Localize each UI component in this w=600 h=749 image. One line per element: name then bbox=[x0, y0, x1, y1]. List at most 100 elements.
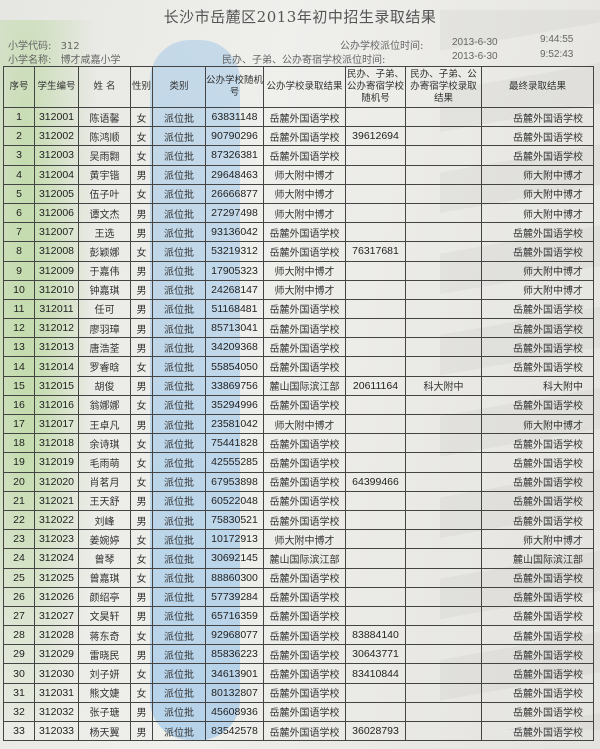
cell-student-id: 312015 bbox=[34, 375, 79, 396]
cell-public-random: 42555285 bbox=[205, 452, 264, 473]
cell-category: 派位批 bbox=[152, 164, 206, 185]
cell-category: 派位批 bbox=[152, 202, 206, 224]
cell-private-random bbox=[345, 318, 406, 339]
cell-student-id: 312026 bbox=[34, 586, 79, 607]
cell-category: 派位批 bbox=[152, 183, 206, 204]
cell-public-result: 师大附中博才 bbox=[263, 183, 346, 204]
cell-student-id: 312001 bbox=[34, 106, 79, 128]
cell-student-id: 312014 bbox=[34, 356, 79, 377]
cell-name: 熊文婕 bbox=[78, 682, 131, 703]
table-row: 4 312004 黄宇锴男派位批 29648463 师大附中博才 师大附中博才 bbox=[3, 164, 594, 185]
public-assign-date: 2013-6-30 bbox=[452, 37, 498, 48]
cell-private-random bbox=[345, 356, 406, 377]
cell-gender: 男 bbox=[130, 605, 153, 627]
cell-name: 翁娜娜 bbox=[78, 394, 131, 416]
cell-final-result: 岳麓外国语学校 bbox=[481, 356, 594, 377]
cell-private-random bbox=[345, 106, 406, 128]
table-row: 17 312017 王卓凡男派位批 23581042 师大附中博才 师大附中博才 bbox=[3, 413, 594, 435]
cell-public-random: 23581042 bbox=[205, 413, 264, 435]
cell-name: 唐浩荃 bbox=[78, 337, 131, 358]
cell-final-result: 岳麓外国语学校 bbox=[481, 222, 594, 243]
cell-name: 罗睿晗 bbox=[78, 356, 131, 377]
cell-index: 24 bbox=[3, 548, 35, 569]
header-col-private-result: 民办、子弟、公办寄宿学校录取结果 bbox=[405, 66, 482, 108]
cell-gender: 男 bbox=[130, 164, 153, 185]
cell-public-result: 岳麓外国语学校 bbox=[263, 126, 346, 147]
table-row: 16 312016 翁娜娜女派位批 35294996 岳麓外国语学校 岳麓外国语学校 bbox=[3, 394, 594, 416]
cell-gender: 女 bbox=[130, 567, 153, 588]
cell-name: 陈鸿顺 bbox=[78, 126, 131, 147]
cell-category: 派位批 bbox=[152, 625, 206, 646]
cell-public-result: 岳麓外国语学校 bbox=[263, 490, 346, 511]
table-row: 8 312008 彭颖娜女派位批 53219312 岳麓外国语学校 76317681 岳麓外… bbox=[3, 241, 594, 262]
cell-name: 黄宇锴 bbox=[78, 164, 131, 185]
cell-final-result: 科大附中 bbox=[481, 375, 594, 396]
cell-public-random: 87326381 bbox=[205, 145, 264, 166]
cell-gender: 女 bbox=[130, 529, 153, 550]
cell-gender: 男 bbox=[130, 720, 153, 742]
cell-private-result bbox=[405, 318, 482, 339]
cell-name: 雷晓民 bbox=[78, 644, 131, 665]
cell-public-result: 岳麓外国语学校 bbox=[263, 452, 346, 473]
cell-category: 派位批 bbox=[152, 567, 206, 588]
cell-public-result: 岳麓外国语学校 bbox=[263, 625, 346, 646]
cell-name: 余诗琪 bbox=[78, 433, 131, 454]
cell-student-id: 312004 bbox=[34, 164, 79, 185]
cell-category: 派位批 bbox=[152, 241, 206, 262]
table-header-row: 序号 学生编号姓 名性别 类别 公办学校随机号 公办学校录取结果 民办、子弟、公办寄宿学校… bbox=[3, 66, 594, 108]
cell-final-result: 岳麓外国语学校 bbox=[481, 663, 594, 684]
cell-public-random: 88860300 bbox=[205, 567, 264, 588]
cell-final-result: 岳麓外国语学校 bbox=[481, 433, 594, 454]
cell-private-result bbox=[405, 452, 482, 473]
cell-gender: 女 bbox=[130, 433, 153, 454]
public-assign-time: 9:44:55 bbox=[540, 34, 574, 45]
cell-name: 王选 bbox=[78, 222, 131, 243]
cell-final-result: 岳麓外国语学校 bbox=[481, 682, 594, 703]
cell-public-result: 师大附中博才 bbox=[263, 529, 346, 550]
cell-public-result: 麓山国际滨江部 bbox=[263, 375, 346, 396]
cell-name: 蒋东奇 bbox=[78, 625, 131, 646]
cell-private-random bbox=[345, 701, 406, 723]
cell-public-random: 67953898 bbox=[205, 471, 264, 492]
cell-category: 派位批 bbox=[152, 222, 206, 243]
cell-gender: 女 bbox=[130, 106, 153, 128]
cell-student-id: 312022 bbox=[34, 509, 79, 531]
cell-private-result bbox=[405, 241, 482, 262]
cell-private-result bbox=[405, 106, 482, 128]
cell-student-id: 312030 bbox=[34, 663, 79, 684]
cell-public-random: 63831148 bbox=[205, 106, 264, 128]
cell-final-result: 岳麓外国语学校 bbox=[481, 318, 594, 339]
cell-index: 20 bbox=[3, 471, 35, 492]
cell-private-result bbox=[405, 509, 482, 531]
cell-final-result: 岳麓外国语学校 bbox=[481, 720, 594, 742]
cell-name: 伍子叶 bbox=[78, 183, 131, 204]
cell-private-random bbox=[345, 202, 406, 224]
cell-public-random: 10172913 bbox=[205, 529, 264, 550]
cell-public-random: 29648463 bbox=[205, 164, 264, 185]
cell-public-result: 岳麓外国语学校 bbox=[263, 394, 346, 416]
cell-final-result: 师大附中博才 bbox=[481, 413, 594, 435]
cell-public-result: 岳麓外国语学校 bbox=[263, 605, 346, 627]
cell-public-random: 65716359 bbox=[205, 605, 264, 627]
header-col-category: 类别 bbox=[152, 66, 206, 108]
header-col-index: 序号 bbox=[3, 66, 35, 108]
cell-index: 29 bbox=[3, 644, 35, 665]
cell-private-result bbox=[405, 701, 482, 723]
cell-name: 于嘉伟 bbox=[78, 260, 131, 281]
cell-public-result: 麓山国际滨江部 bbox=[263, 548, 346, 569]
cell-gender: 女 bbox=[130, 394, 153, 416]
cell-index: 10 bbox=[3, 279, 35, 300]
cell-category: 派位批 bbox=[152, 356, 206, 377]
cell-public-random: 85836223 bbox=[205, 644, 264, 665]
cell-private-random bbox=[345, 183, 406, 204]
cell-public-random: 75830521 bbox=[205, 509, 264, 531]
document-title: 长沙市岳麓区2013年初中招生录取结果 bbox=[163, 8, 437, 26]
cell-category: 派位批 bbox=[152, 452, 206, 473]
cell-gender: 男 bbox=[130, 202, 153, 224]
cell-name: 文昊轩 bbox=[78, 605, 131, 627]
cell-gender: 女 bbox=[130, 241, 153, 262]
cell-student-id: 312019 bbox=[34, 452, 79, 473]
cell-final-result: 岳麓外国语学校 bbox=[481, 298, 594, 320]
cell-private-result bbox=[405, 605, 482, 627]
cell-public-result: 师大附中博才 bbox=[263, 202, 346, 224]
